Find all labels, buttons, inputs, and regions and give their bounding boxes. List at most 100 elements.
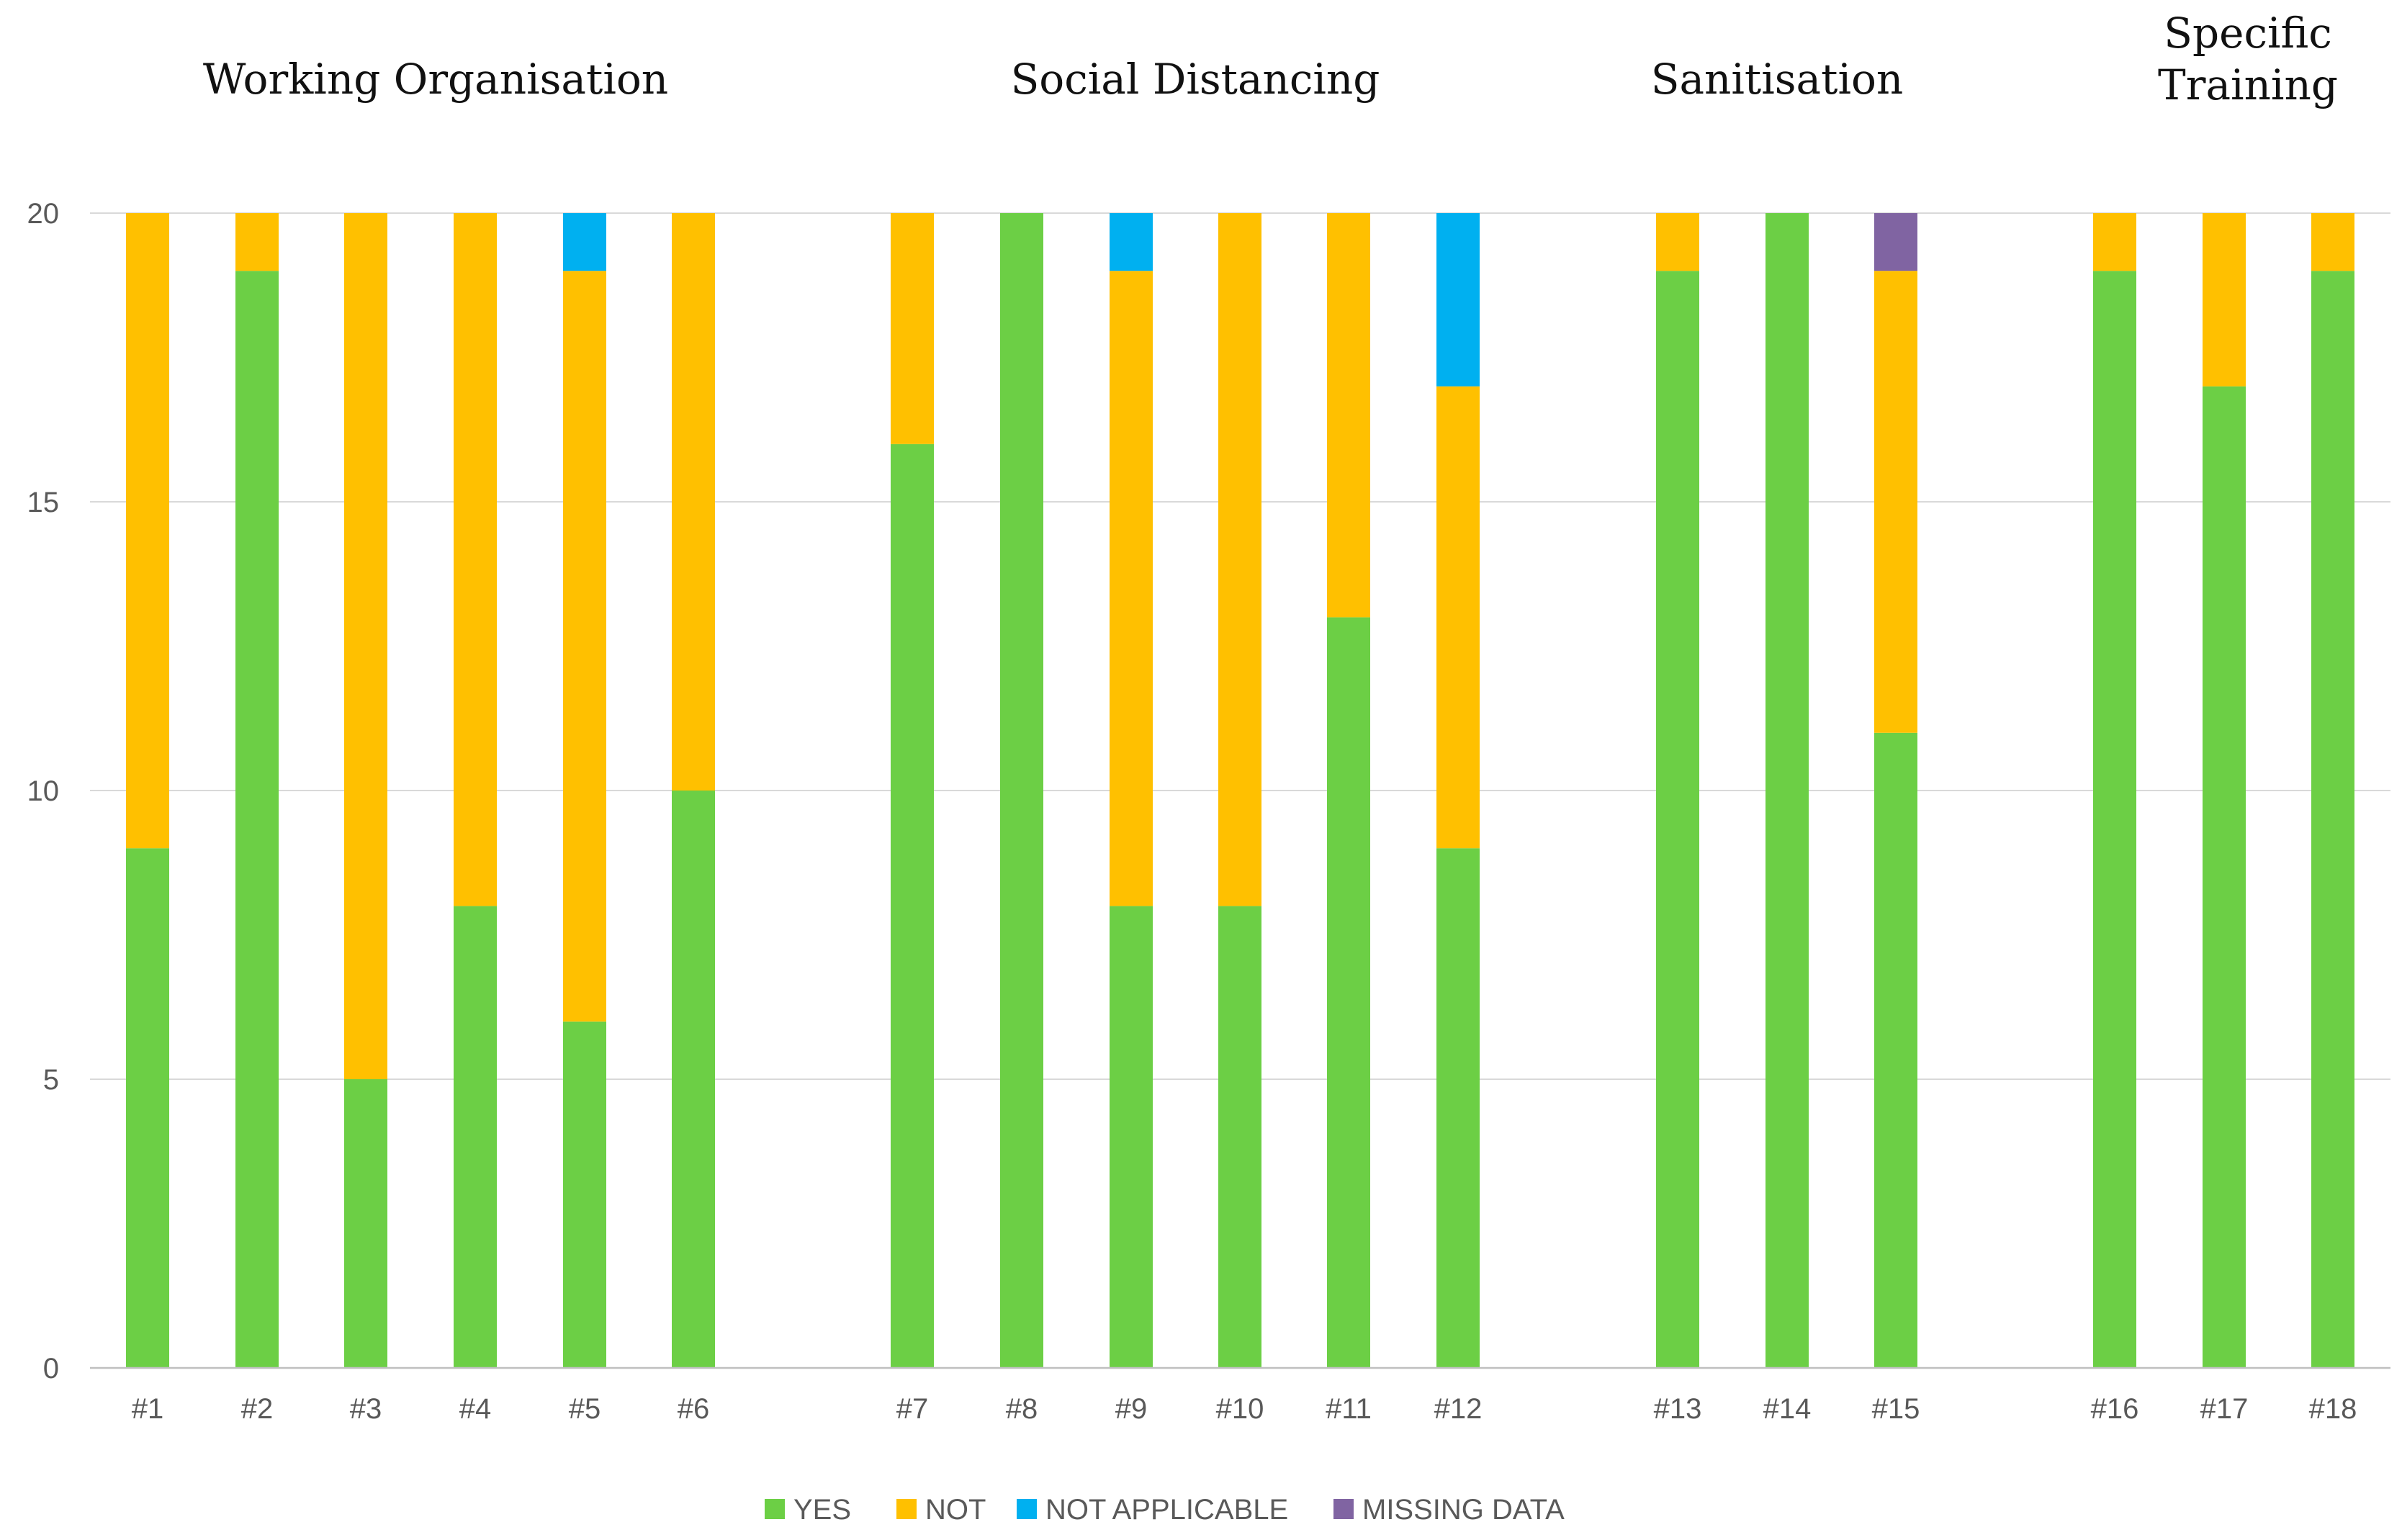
bar-yes-1 [126, 848, 169, 1368]
bar-yes-15 [1874, 732, 1917, 1368]
bar-not-13 [1656, 213, 1699, 271]
bar-stack-3 [344, 213, 387, 1368]
bar-yes-11 [1327, 617, 1370, 1368]
bar-yes-3 [344, 1079, 387, 1368]
bar-stack-16 [2093, 213, 2136, 1369]
legend-item-missing-data: MISSING DATA [1333, 1494, 1565, 1526]
y-tick-label: 5 [43, 1064, 59, 1096]
legend: YES NOT NOT APPLICABLE MISSING DATA [765, 1494, 1565, 1526]
bar-yes-17 [2203, 386, 2246, 1368]
bar-not-10 [1218, 213, 1261, 906]
bar-stack-14 [1765, 213, 1809, 1368]
legend-item-yes: YES [765, 1494, 851, 1526]
bars [126, 213, 2354, 1369]
x-tick-label: #6 [678, 1393, 710, 1425]
bar-not-6 [672, 213, 715, 791]
legend-swatch [1017, 1499, 1037, 1519]
bar-stack-17 [2203, 213, 2246, 1368]
group-title: Training [2158, 60, 2338, 109]
bar-not-17 [2203, 213, 2246, 387]
bar-yes-16 [2093, 271, 2136, 1369]
bar-not-1 [126, 213, 169, 849]
group-title: Working Organisation [203, 55, 668, 104]
bar-not-applicable-9 [1110, 213, 1153, 271]
group-titles: Working Organisation Social Distancing San… [203, 9, 2338, 109]
bar-missing-data-15 [1874, 213, 1917, 271]
bar-stack-15 [1874, 213, 1917, 1368]
bar-yes-9 [1110, 906, 1153, 1368]
group-title: Social Distancing [1011, 55, 1380, 104]
x-tick-label: #12 [1434, 1393, 1483, 1425]
bar-yes-10 [1218, 906, 1261, 1368]
legend-swatch [896, 1499, 917, 1519]
bar-not-3 [344, 213, 387, 1079]
bar-yes-18 [2311, 271, 2354, 1369]
bar-not-15 [1874, 271, 1917, 733]
y-tick-label: 10 [27, 775, 60, 807]
x-tick-label: #14 [1763, 1393, 1812, 1425]
bar-stack-9 [1110, 213, 1153, 1368]
legend-swatch [1333, 1499, 1354, 1519]
legend-label: NOT APPLICABLE [1045, 1494, 1288, 1526]
legend-label: NOT [925, 1494, 986, 1526]
y-tick-label: 20 [27, 198, 60, 230]
bar-stack-12 [1436, 213, 1480, 1368]
x-tick-label: #8 [1006, 1393, 1038, 1425]
group-title: Specific [2164, 9, 2331, 58]
x-tick-label: #11 [1326, 1393, 1372, 1425]
bar-yes-5 [563, 1021, 606, 1368]
x-tick-label: #1 [132, 1393, 164, 1425]
bar-stack-5 [563, 213, 606, 1368]
x-tick-label: #7 [896, 1393, 929, 1425]
x-tick-label: #17 [2200, 1393, 2249, 1425]
legend-label: MISSING DATA [1362, 1494, 1565, 1526]
bar-stack-11 [1327, 213, 1370, 1368]
legend-swatch [765, 1499, 785, 1519]
x-tick-label: #15 [1872, 1393, 1920, 1425]
bar-stack-7 [891, 213, 934, 1368]
bar-not-2 [235, 213, 279, 271]
bar-stack-13 [1656, 213, 1699, 1369]
legend-label: YES [793, 1494, 851, 1526]
x-axis-tick-labels: #1 #2 #3 #4 #5 #6 #7 #8 #9 #10 #11 #12 #13 #14 #15 #16 #… [132, 1393, 2357, 1425]
bar-not-12 [1436, 386, 1480, 849]
bar-not-4 [454, 213, 497, 906]
x-tick-label: #13 [1654, 1393, 1702, 1425]
group-title: Sanitisation [1651, 55, 1904, 104]
y-tick-label: 0 [43, 1353, 59, 1384]
x-tick-label: #10 [1216, 1393, 1264, 1425]
bar-yes-7 [891, 443, 934, 1368]
bar-not-9 [1110, 271, 1153, 906]
bar-not-16 [2093, 213, 2136, 271]
x-tick-label: #2 [241, 1393, 274, 1425]
legend-item-not: NOT [896, 1494, 986, 1526]
y-tick-label: 15 [27, 487, 60, 518]
x-tick-label: #18 [2309, 1393, 2357, 1425]
bar-not-7 [891, 213, 934, 444]
bar-yes-13 [1656, 271, 1699, 1369]
bar-not-applicable-12 [1436, 213, 1480, 387]
bar-stack-4 [454, 213, 497, 1368]
bar-stack-6 [672, 213, 715, 1368]
bar-stack-8 [1000, 213, 1043, 1368]
bar-yes-2 [235, 271, 279, 1369]
x-tick-label: #5 [569, 1393, 601, 1425]
legend-item-not-applicable: NOT APPLICABLE [1017, 1494, 1288, 1526]
bar-yes-8 [1000, 213, 1043, 1368]
bar-not-11 [1327, 213, 1370, 618]
bar-not-5 [563, 271, 606, 1022]
bar-stack-2 [235, 213, 279, 1369]
x-tick-label: #3 [350, 1393, 382, 1425]
x-tick-label: #4 [459, 1393, 492, 1425]
bar-yes-6 [672, 791, 715, 1368]
bar-stack-1 [126, 213, 169, 1368]
bar-not-18 [2311, 213, 2354, 271]
bar-stack-10 [1218, 213, 1261, 1368]
x-tick-label: #9 [1115, 1393, 1148, 1425]
y-axis-tick-labels: 0 5 10 15 20 [27, 198, 60, 1384]
bar-yes-12 [1436, 848, 1480, 1368]
bar-yes-4 [454, 906, 497, 1368]
bar-stack-18 [2311, 213, 2354, 1369]
bar-not-applicable-5 [563, 213, 606, 271]
